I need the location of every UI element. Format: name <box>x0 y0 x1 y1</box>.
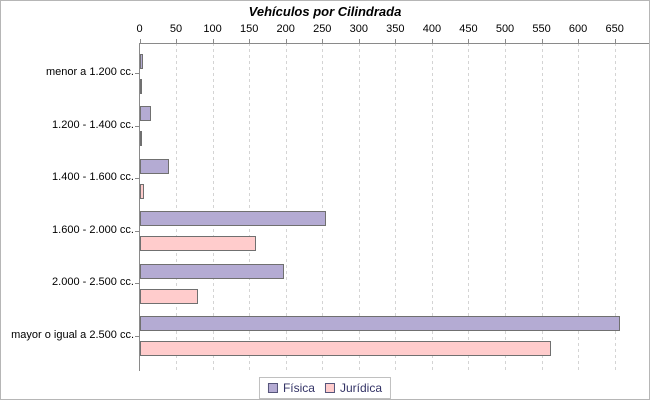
bar-fisica <box>140 158 169 174</box>
legend-label: Jurídica <box>339 381 383 395</box>
bar-fisica <box>140 316 620 331</box>
legend-swatch <box>324 383 335 393</box>
value-axis-tick <box>249 39 251 43</box>
bar-juridica <box>140 131 142 146</box>
value-axis-tick-label: 350 <box>386 23 405 35</box>
legend-swatch <box>267 383 278 393</box>
value-axis-tick-label: 450 <box>459 23 478 35</box>
gridline <box>212 43 214 371</box>
bar-fisica <box>140 53 143 69</box>
value-axis-tick-label: 500 <box>495 23 515 35</box>
gridline <box>285 43 287 371</box>
bar-fisica <box>140 211 326 226</box>
value-axis-tick-label: 650 <box>605 23 624 35</box>
category-label: 1.200 - 1.400 cc. <box>52 118 134 131</box>
value-axis-tick-label: 150 <box>239 23 259 35</box>
category-axis-tick <box>135 73 139 74</box>
value-axis-tick <box>614 39 616 43</box>
gridline <box>358 43 360 371</box>
value-axis-tick <box>431 39 433 43</box>
gridline <box>431 43 433 371</box>
category-label: 1.400 - 1.600 cc. <box>52 171 134 183</box>
value-axis-tick <box>139 39 141 43</box>
category-axis-tick <box>135 178 139 179</box>
bar-juridica <box>140 78 142 94</box>
category-label: mayor o igual a 2.500 cc. <box>11 328 134 341</box>
legend: Física Jurídica <box>258 377 392 399</box>
bar-juridica <box>140 288 198 304</box>
value-axis-tick-label: 250 <box>313 23 332 35</box>
value-axis-tick-label: 400 <box>422 23 442 35</box>
category-label: 2.000 - 2.500 cc. <box>52 276 134 288</box>
category-axis-tick <box>135 230 139 232</box>
bar-fisica <box>140 263 284 279</box>
category-axis-tick <box>135 283 139 284</box>
category-axis-tick <box>135 125 139 127</box>
value-axis-line <box>139 43 649 44</box>
gridline <box>249 43 251 371</box>
value-axis-tick <box>322 39 324 43</box>
bar-juridica <box>140 183 144 199</box>
value-axis-tick-label: 550 <box>532 23 551 35</box>
category-axis-line <box>139 43 140 371</box>
value-axis-tick <box>541 39 543 43</box>
value-axis-tick <box>176 39 178 43</box>
bar-juridica <box>140 341 551 356</box>
value-axis-tick-label: 300 <box>349 23 368 35</box>
value-axis-tick <box>578 39 580 43</box>
value-axis-tick <box>212 39 214 43</box>
value-axis-tick <box>358 39 360 43</box>
category-label: 1.600 - 2.000 cc. <box>52 223 134 236</box>
gridline <box>176 43 178 371</box>
bar-fisica <box>140 106 151 121</box>
gridline <box>322 43 324 371</box>
value-axis-tick <box>505 39 506 43</box>
gridline <box>395 43 397 371</box>
gridline <box>468 43 470 371</box>
legend-item: Jurídica <box>324 381 383 395</box>
value-axis-tick <box>285 39 287 43</box>
value-axis-tick-label: 600 <box>568 23 588 35</box>
category-axis-tick <box>135 335 139 337</box>
category-label: menor a 1.200 cc. <box>45 66 134 78</box>
value-axis-tick <box>395 39 397 43</box>
chart-title: Vehículos por Cilindrada <box>248 4 402 19</box>
value-axis-tick-label: 50 <box>169 23 183 35</box>
gridline <box>541 43 543 371</box>
value-axis-tick-label: 100 <box>203 23 222 35</box>
value-axis-tick <box>468 39 470 43</box>
gridline <box>505 43 506 371</box>
value-axis-tick-label: 200 <box>276 23 295 35</box>
bar-juridica <box>140 236 256 251</box>
legend-label: Física <box>282 381 315 395</box>
legend-item: Física <box>267 381 315 395</box>
gridline <box>614 43 616 371</box>
value-axis-tick-label: 0 <box>136 23 143 35</box>
gridline <box>578 43 580 371</box>
